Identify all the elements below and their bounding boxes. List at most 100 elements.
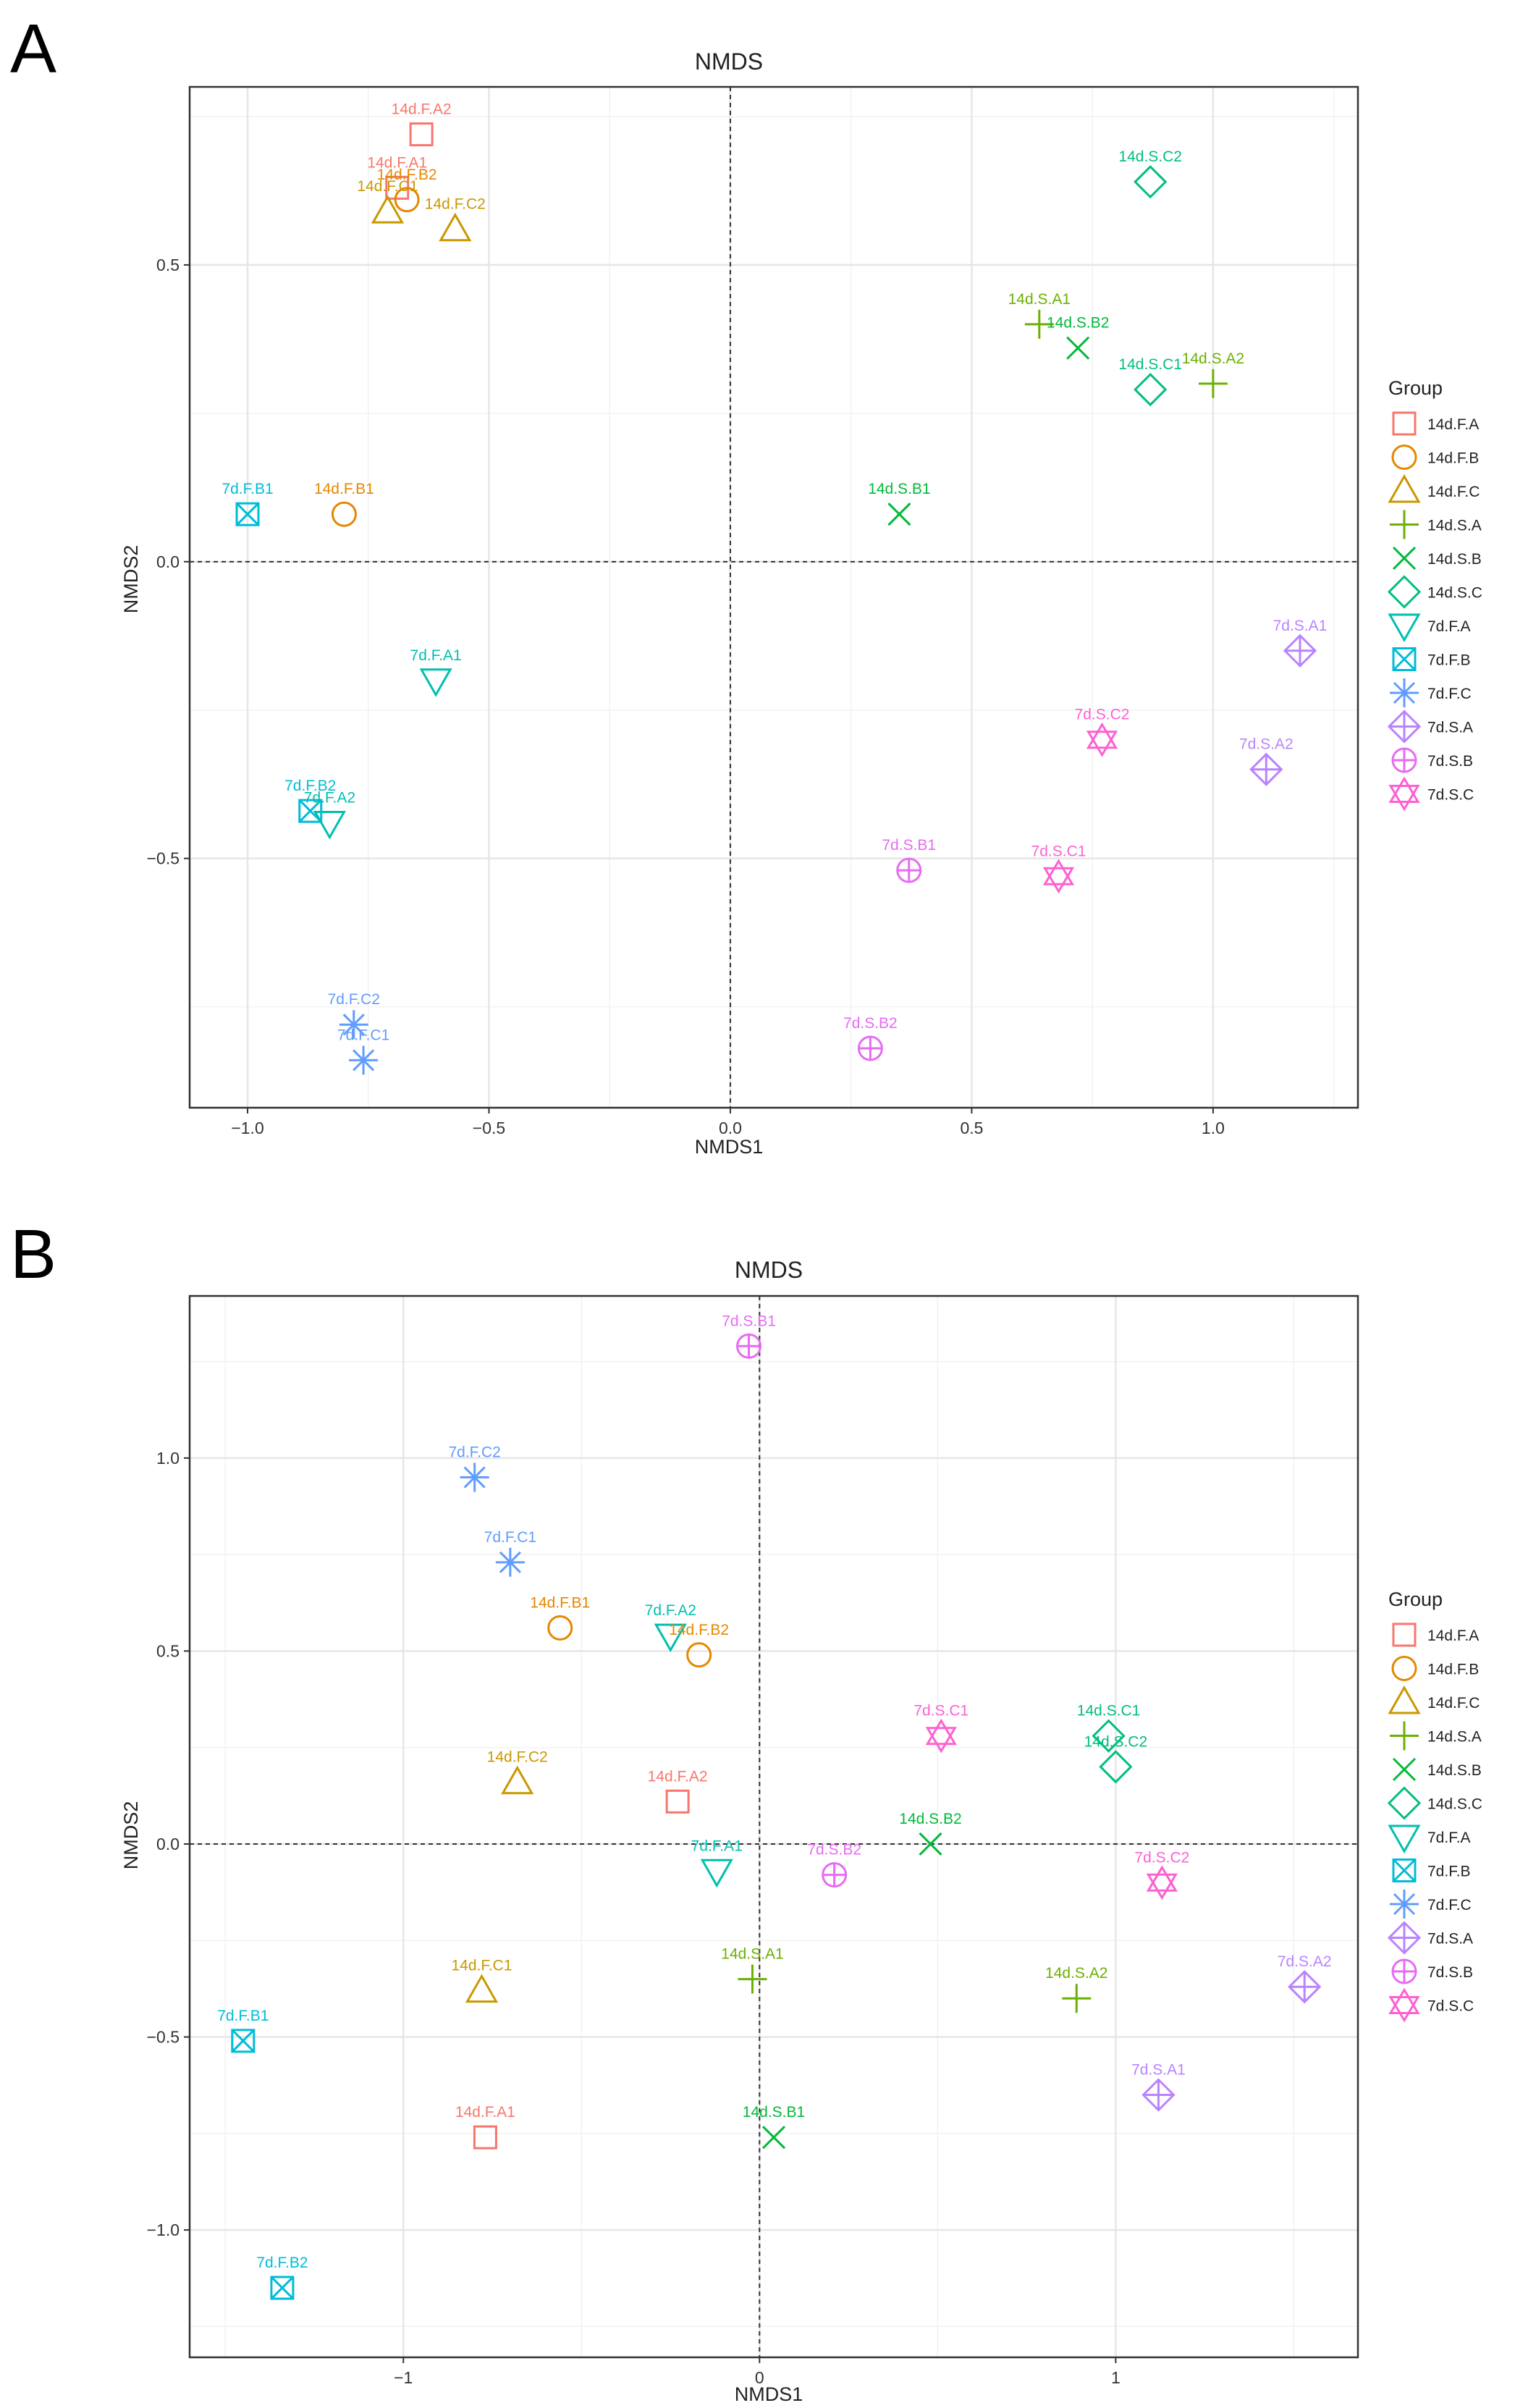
data-point (1062, 1984, 1092, 2013)
data-point (473, 2125, 497, 2150)
data-point (896, 857, 922, 883)
point-label: 14d.F.C2 (487, 1749, 548, 1766)
panel-letter-a: A (10, 10, 56, 88)
point-label: 7d.F.B1 (217, 2008, 269, 2024)
legend-label: 14d.S.A (1427, 518, 1482, 534)
data-point (1099, 1750, 1133, 1784)
data-point (925, 1718, 957, 1754)
x-axis-label-b: NMDS1 (735, 2383, 803, 2405)
point-label: 7d.F.C2 (448, 1444, 500, 1461)
legend-label: 7d.S.C (1427, 787, 1474, 804)
point-label: 7d.F.A2 (304, 790, 355, 807)
data-point (394, 187, 420, 213)
point-label: 14d.F.C1 (451, 1958, 512, 1974)
data-point (231, 2029, 256, 2053)
data-point (822, 1862, 848, 1888)
point-label: 14d.S.A1 (721, 1946, 783, 1963)
legend-label: 14d.S.C (1427, 585, 1482, 602)
legend-label: 7d.S.A (1427, 1931, 1473, 1948)
x-tick-label: −1.0 (231, 1119, 263, 1137)
point-label: 7d.F.C2 (328, 991, 380, 1008)
legend-label: 14d.S.B (1427, 551, 1482, 568)
point-label: 7d.F.A1 (410, 647, 462, 664)
legend: 14d.F.A 14d.F.B 14d.F.C 14d.S.A 14d.S.B 14d.S… (1387, 411, 1482, 812)
data-point (1134, 165, 1168, 199)
point-label: 14d.S.A2 (1045, 1965, 1107, 1982)
point-label: 14d.F.A1 (367, 154, 427, 171)
point-label: 7d.S.A1 (1131, 2061, 1186, 2078)
data-point (1146, 1865, 1178, 1900)
point-label: 7d.F.C1 (337, 1027, 389, 1043)
legend-key (1392, 546, 1417, 571)
legend-key (1388, 1685, 1421, 1714)
legend-label: 14d.S.C (1427, 1796, 1482, 1813)
point-label: 7d.S.A2 (1278, 1953, 1332, 1970)
legend-key (1392, 1622, 1417, 1647)
data-point (887, 502, 911, 526)
plot-title-a: NMDS (695, 49, 763, 75)
x-tick-label: 1 (1111, 2368, 1121, 2387)
panel-a: A NMDS NMDS1 NMDS2 Group 14d.F.A214d.F.A… (10, 10, 1482, 1158)
legend-key (1391, 747, 1417, 773)
x-tick-label: 0.5 (960, 1119, 983, 1137)
data-point (339, 1010, 368, 1040)
point-label: 7d.F.B2 (256, 2255, 308, 2271)
point-label: 7d.S.C1 (1031, 843, 1086, 859)
point-label: 7d.F.A1 (691, 1837, 743, 1854)
y-axis-label-a: NMDS2 (120, 545, 142, 614)
data-point (495, 1547, 525, 1577)
point-label: 14d.S.C1 (1118, 356, 1182, 373)
point-label: 7d.S.B1 (722, 1313, 776, 1329)
legend-label: 7d.F.B (1427, 1864, 1471, 1880)
legend-label: 14d.F.A (1427, 416, 1479, 433)
data-point (409, 122, 434, 147)
legend-label: 14d.F.C (1427, 484, 1480, 500)
legend-label: 7d.S.B (1427, 753, 1473, 770)
data-point (919, 1832, 942, 1856)
legend-label: 7d.S.C (1427, 1998, 1474, 2015)
legend-label: 14d.S.B (1427, 1762, 1482, 1779)
data-point (547, 1615, 573, 1641)
point-label: 14d.S.B2 (1047, 315, 1109, 332)
legend-key (1392, 411, 1417, 436)
point-label: 14d.S.C2 (1084, 1733, 1148, 1750)
data-point (1066, 336, 1090, 360)
legend-label: 7d.F.A (1427, 618, 1471, 635)
data-point (761, 2126, 786, 2150)
legend-key (1392, 1858, 1417, 1882)
legend-label: 14d.S.A (1427, 1729, 1482, 1746)
data-point (1042, 859, 1075, 894)
x-tick-label: 1.0 (1202, 1119, 1225, 1137)
y-tick-label: 0.5 (156, 1641, 180, 1660)
legend-key (1390, 510, 1419, 539)
y-tick-label: 0.0 (156, 552, 180, 571)
point-label: 14d.F.B2 (669, 1622, 729, 1638)
y-tick-label: 0.5 (156, 256, 180, 274)
legend-key (1390, 1890, 1419, 1919)
data-point (1283, 633, 1317, 668)
legend-key (1387, 1921, 1422, 1955)
point-label: 7d.S.B2 (843, 1015, 898, 1032)
point-label: 14d.S.A2 (1182, 350, 1244, 367)
legend: 14d.F.A 14d.F.B 14d.F.C 14d.S.A 14d.S.B 14d.S… (1387, 1622, 1482, 2023)
data-point (313, 811, 346, 840)
data-point (1198, 369, 1228, 398)
data-point (1092, 1719, 1126, 1753)
plot-background (190, 87, 1358, 1108)
y-tick-label: −0.5 (147, 849, 180, 868)
data-point (665, 1789, 690, 1814)
point-label: 7d.F.B1 (221, 481, 273, 497)
data-point (654, 1623, 687, 1653)
point-label: 14d.F.C1 (357, 178, 418, 195)
x-tick-label: −0.5 (473, 1119, 505, 1137)
data-point (1141, 2078, 1176, 2112)
point-label: 7d.S.C2 (1134, 1849, 1189, 1866)
point-label: 14d.S.B2 (899, 1811, 961, 1827)
legend-key (1388, 1987, 1420, 2023)
data-point (349, 1045, 379, 1075)
panel-letter-b: B (10, 1216, 56, 1293)
legend-label: 14d.F.B (1427, 1662, 1479, 1678)
point-label: 7d.S.C1 (913, 1703, 968, 1719)
data-point (501, 1765, 534, 1795)
